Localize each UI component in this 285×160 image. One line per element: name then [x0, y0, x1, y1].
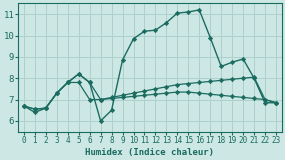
X-axis label: Humidex (Indice chaleur): Humidex (Indice chaleur)	[86, 148, 214, 156]
